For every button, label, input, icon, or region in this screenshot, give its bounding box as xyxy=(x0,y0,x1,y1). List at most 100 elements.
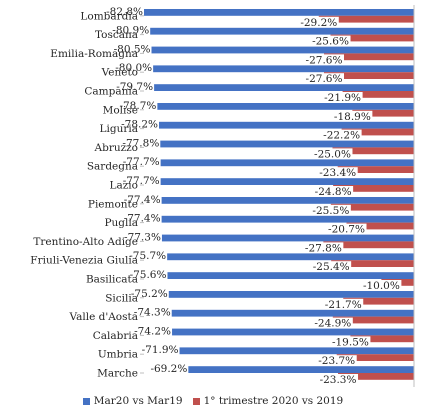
data-label-bg-series-2 xyxy=(298,16,339,28)
data-label-series-2: -21.9% xyxy=(324,92,361,104)
legend-swatch-series-2 xyxy=(192,397,200,405)
bar-series-2 xyxy=(352,109,414,117)
data-label-series-2: -24.9% xyxy=(314,318,351,330)
bar-series-2 xyxy=(350,335,414,343)
data-label-series-2: -19.5% xyxy=(332,336,369,348)
data-label-series-1: -77.4% xyxy=(124,213,161,225)
data-label-bg-series-2 xyxy=(304,54,344,66)
data-label-series-2: -29.2% xyxy=(300,17,337,29)
bar-series-2 xyxy=(338,373,414,380)
category-label: Liguria xyxy=(100,123,138,135)
data-label-series-1: -71.9% xyxy=(142,344,179,356)
data-label-bg-series-2 xyxy=(313,186,354,197)
data-label-bg-series-2 xyxy=(332,110,373,122)
bar-series-1 xyxy=(153,65,414,73)
bar-series-2 xyxy=(330,34,414,42)
data-label-series-2: -27.6% xyxy=(306,54,343,66)
bar-series-1 xyxy=(160,159,414,167)
data-label-bg-series-2 xyxy=(303,242,344,254)
category-label: Valle d'Aosta xyxy=(68,311,138,323)
bar-series-1 xyxy=(154,84,414,91)
bar-series-1 xyxy=(159,121,414,129)
data-label-series-2: -21.7% xyxy=(325,299,362,311)
data-label-series-2: -27.8% xyxy=(305,242,342,254)
bar-series-1 xyxy=(161,197,414,204)
bar-series-1 xyxy=(167,272,414,279)
bar-series-1 xyxy=(161,234,414,242)
bar-series-1 xyxy=(157,103,414,110)
data-label-series-1: -75.7% xyxy=(129,250,166,262)
bar-series-2 xyxy=(323,241,414,249)
bar-series-1 xyxy=(151,46,414,54)
bar-series-2 xyxy=(332,316,414,324)
data-label-series-2: -23.7% xyxy=(318,355,355,367)
data-label-series-1: -77.4% xyxy=(124,194,161,206)
bar-series-2 xyxy=(330,203,414,211)
data-label-series-1: -75.6% xyxy=(130,269,167,281)
category-label: Sicilia xyxy=(105,292,138,304)
data-label-bg-series-2 xyxy=(312,148,353,160)
data-label-series-2: -20.7% xyxy=(328,224,365,236)
bar-series-2 xyxy=(324,72,414,79)
category-label: Molise xyxy=(103,104,138,116)
category-label: Puglia xyxy=(104,217,138,229)
bar-series-2 xyxy=(331,260,414,267)
data-label-series-1: -79.7% xyxy=(116,81,153,93)
data-label-series-1: -77.8% xyxy=(122,137,159,149)
category-label: Veneto xyxy=(101,67,138,79)
bar-series-1 xyxy=(172,328,414,336)
data-label-series-2: -22.2% xyxy=(323,130,360,142)
category-label: Campania xyxy=(84,86,138,98)
data-label-bg-series-2 xyxy=(316,355,357,367)
category-label: Marche xyxy=(97,368,138,380)
data-label-series-1: -75.2% xyxy=(131,288,168,300)
legend-item-series-2: 1° trimestre 2020 vs 2019 xyxy=(192,395,343,407)
data-label-series-1: -80.5% xyxy=(114,43,151,55)
data-label-series-1: -80.0% xyxy=(115,62,152,74)
bar-series-2 xyxy=(333,185,414,192)
data-label-bg-series-2 xyxy=(321,129,362,141)
category-label: Basilicata xyxy=(86,274,138,286)
data-label-series-1: -69.2% xyxy=(150,363,187,375)
bar-series-2 xyxy=(343,297,414,305)
data-label-series-1: -77.7% xyxy=(123,175,160,187)
bar-series-1 xyxy=(168,291,414,298)
data-label-series-1: -74.2% xyxy=(134,325,171,337)
category-label: Friuli-Venezia Giulia xyxy=(30,255,138,267)
data-label-series-2: -25.4% xyxy=(313,261,350,273)
data-label-series-1: -80.9% xyxy=(112,25,149,37)
data-label-bg-series-2 xyxy=(318,374,359,385)
data-label-series-2: -10.0% xyxy=(363,280,400,292)
bar-series-1 xyxy=(161,215,414,223)
data-label-series-2: -23.4% xyxy=(319,167,356,179)
legend-swatch-series-1 xyxy=(82,397,90,405)
data-label-series-1: -74.3% xyxy=(134,307,171,319)
data-label-series-2: -24.8% xyxy=(315,186,352,198)
category-label: Abruzzo xyxy=(94,142,138,154)
data-label-bg-series-2 xyxy=(311,261,352,273)
data-label-bg-series-2 xyxy=(361,280,402,291)
bar-series-2 xyxy=(336,354,414,361)
legend-label-series-1: Mar20 vs Mar19 xyxy=(93,395,183,407)
data-label-series-1: -78.7% xyxy=(119,100,156,112)
data-label-bg-series-2 xyxy=(310,204,351,216)
data-label-bg-series-2 xyxy=(304,73,344,85)
bar-series-2 xyxy=(341,128,414,136)
bar-series-2 xyxy=(332,147,414,155)
data-label-series-2: -27.6% xyxy=(306,73,343,85)
bar-series-1 xyxy=(167,253,414,261)
bar-series-1 xyxy=(179,347,414,355)
category-label: Sardegna xyxy=(87,161,138,173)
category-label: Lazio xyxy=(110,180,138,192)
bar-series-1 xyxy=(150,27,414,35)
data-label-bg-series-2 xyxy=(310,35,351,47)
bar-series-1 xyxy=(144,9,414,16)
data-label-series-1: -77.3% xyxy=(124,231,161,243)
data-label-series-2: -23.3% xyxy=(320,374,357,386)
data-label-series-2: -25.6% xyxy=(312,36,349,48)
data-label-bg-series-2 xyxy=(312,317,353,329)
category-label: Calabria xyxy=(93,330,138,342)
data-label-series-2: -18.9% xyxy=(334,111,371,123)
bar-series-1 xyxy=(188,366,414,373)
